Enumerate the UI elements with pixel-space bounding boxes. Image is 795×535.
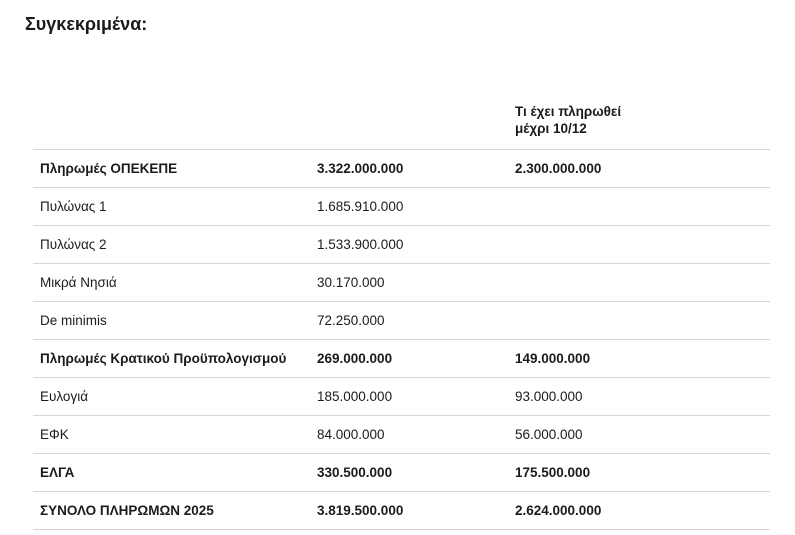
row-paid: 56.000.000 <box>508 415 770 454</box>
table-row: ΕΦΚ 84.000.000 56.000.000 <box>33 415 770 454</box>
row-label: Πληρωμές ΟΠΕΚΕΠΕ <box>33 149 310 188</box>
row-paid <box>508 301 770 340</box>
row-amount: 30.170.000 <box>310 263 508 302</box>
row-label: ΕΦΚ <box>33 415 310 454</box>
row-paid: 2.300.000.000 <box>508 149 770 188</box>
table-row: Πυλώνας 2 1.533.900.000 <box>33 225 770 264</box>
header-paid-line2: μέχρι 10/12 <box>515 121 587 136</box>
table-body: Πληρωμές ΟΠΕΚΕΠΕ 3.322.000.000 2.300.000… <box>33 149 770 530</box>
row-amount: 1.685.910.000 <box>310 187 508 226</box>
row-label: Πληρωμές Κρατικού Προϋπολογισμού <box>33 339 310 378</box>
row-label: ΣΥΝΟΛΟ ΠΛΗΡΩΜΩΝ 2025 <box>33 491 310 530</box>
row-amount: 269.000.000 <box>310 339 508 378</box>
row-label: Ευλογιά <box>33 377 310 416</box>
table-row: ΣΥΝΟΛΟ ΠΛΗΡΩΜΩΝ 2025 3.819.500.000 2.624… <box>33 491 770 530</box>
row-paid: 149.000.000 <box>508 339 770 378</box>
row-amount: 72.250.000 <box>310 301 508 340</box>
row-paid: 2.624.000.000 <box>508 491 770 530</box>
table-row: Πυλώνας 1 1.685.910.000 <box>33 187 770 226</box>
header-paid-line1: Τι έχει πληρωθεί <box>515 104 622 119</box>
page-title: Συγκεκριμένα: <box>25 14 148 34</box>
row-paid: 93.000.000 <box>508 377 770 416</box>
payments-table: Τι έχει πληρωθεί μέχρι 10/12 Πληρωμές ΟΠ… <box>33 60 770 530</box>
row-amount: 330.500.000 <box>310 453 508 492</box>
row-label: Πυλώνας 2 <box>33 225 310 264</box>
row-label: Μικρά Νησιά <box>33 263 310 302</box>
row-paid <box>508 263 770 302</box>
table-header-row: Τι έχει πληρωθεί μέχρι 10/12 <box>33 60 770 150</box>
row-amount: 185.000.000 <box>310 377 508 416</box>
table-row: Πληρωμές Κρατικού Προϋπολογισμού 269.000… <box>33 339 770 378</box>
header-col-amount <box>310 60 508 150</box>
row-amount: 1.533.900.000 <box>310 225 508 264</box>
table-row: Πληρωμές ΟΠΕΚΕΠΕ 3.322.000.000 2.300.000… <box>33 149 770 188</box>
table-header: Τι έχει πληρωθεί μέχρι 10/12 <box>33 60 770 150</box>
row-label: ΕΛΓΑ <box>33 453 310 492</box>
table-row: ΕΛΓΑ 330.500.000 175.500.000 <box>33 453 770 492</box>
row-amount: 3.819.500.000 <box>310 491 508 530</box>
row-label: De minimis <box>33 301 310 340</box>
row-label: Πυλώνας 1 <box>33 187 310 226</box>
row-amount: 3.322.000.000 <box>310 149 508 188</box>
row-amount: 84.000.000 <box>310 415 508 454</box>
header-col-paid: Τι έχει πληρωθεί μέχρι 10/12 <box>508 60 770 150</box>
table-row: Ευλογιά 185.000.000 93.000.000 <box>33 377 770 416</box>
row-paid: 175.500.000 <box>508 453 770 492</box>
header-col-label <box>33 60 310 150</box>
row-paid <box>508 187 770 226</box>
row-paid <box>508 225 770 264</box>
table-row: Μικρά Νησιά 30.170.000 <box>33 263 770 302</box>
table-row: De minimis 72.250.000 <box>33 301 770 340</box>
